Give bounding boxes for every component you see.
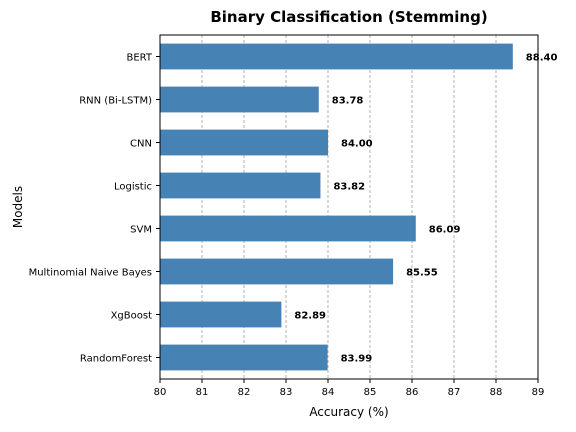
bar [160,86,319,113]
bar [160,258,394,285]
bar [160,344,328,371]
value-label: 88.40 [526,53,558,64]
bar [160,172,321,199]
category-label: RNN (Bi-LSTM) [79,96,152,107]
value-label: 83.82 [333,182,365,193]
category-label: XgBoost [111,311,153,322]
bars [160,43,513,371]
chart-title: Binary Classification (Stemming) [210,8,487,26]
x-axis-ticks: 80 81 82 83 84 85 86 87 88 89 [154,379,545,398]
y-axis-ticks: BERT RNN (Bi-LSTM) CNN Logistic SVM Multinomi… [29,53,160,365]
x-tick-label: 80 [154,387,167,398]
value-label: 83.99 [341,354,373,365]
x-tick-label: 88 [490,387,503,398]
x-tick-label: 89 [532,387,545,398]
bar [160,215,416,242]
category-label: Multinomial Naive Bayes [29,268,152,279]
bar [160,43,513,70]
x-tick-label: 87 [448,387,461,398]
bar [160,129,328,156]
value-label: 82.89 [294,311,326,322]
y-axis-label: Models [11,186,25,228]
value-label: 86.09 [429,225,461,236]
category-label: RandomForest [80,354,152,365]
category-label: CNN [130,139,152,150]
value-label: 83.78 [332,96,364,107]
x-tick-label: 83 [280,387,293,398]
category-label: SVM [130,225,152,236]
value-label: 85.55 [406,268,438,279]
x-tick-label: 85 [364,387,377,398]
category-label: Logistic [114,182,152,193]
x-tick-label: 81 [196,387,209,398]
category-label: BERT [126,53,152,64]
value-label: 84.00 [341,139,373,150]
x-tick-label: 86 [406,387,419,398]
plot-frame [159,34,539,380]
bar [160,301,282,328]
x-tick-label: 84 [322,387,335,398]
x-tick-label: 82 [238,387,251,398]
x-axis-label: Accuracy (%) [309,405,388,419]
value-labels: 88.40 83.78 84.00 83.82 86.09 85.55 82.89 83.99 [294,53,557,365]
